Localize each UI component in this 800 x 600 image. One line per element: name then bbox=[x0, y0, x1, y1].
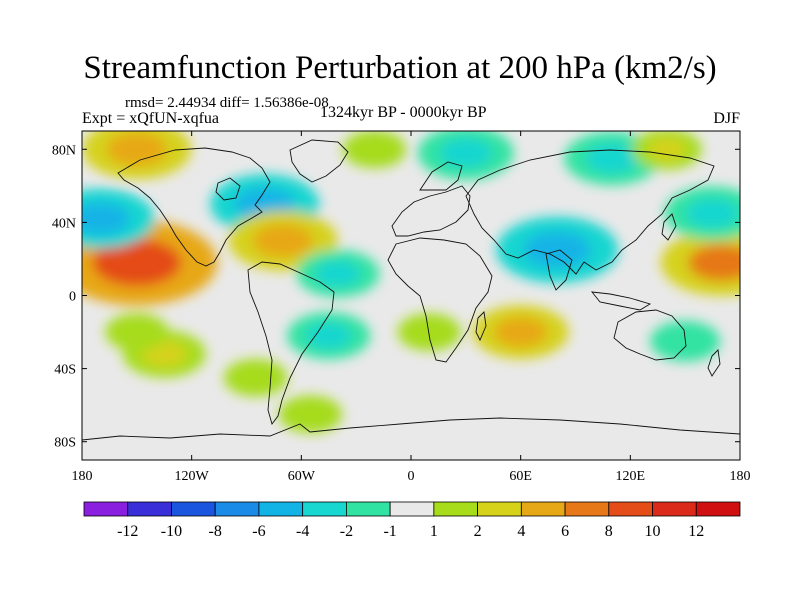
x-tick-label-1: 120W bbox=[175, 469, 210, 484]
contour-feature-14-1 bbox=[523, 231, 591, 269]
colorbar-label-3: -6 bbox=[252, 523, 265, 540]
coast-india bbox=[545, 249, 573, 291]
coast-madagascar bbox=[475, 311, 487, 342]
coast-japan bbox=[661, 213, 677, 241]
y-tick-label-1: 40N bbox=[52, 216, 76, 231]
colorbar-label-7: 1 bbox=[430, 523, 438, 540]
colorbar-label-4: -4 bbox=[296, 523, 309, 540]
contour-feature-12-1 bbox=[439, 138, 493, 168]
colorbar-swatch-7 bbox=[389, 501, 435, 517]
colorbar-swatch-6 bbox=[345, 501, 391, 517]
colorbar-swatch-1 bbox=[127, 501, 172, 517]
y-tick-label-4: 80S bbox=[54, 436, 76, 451]
experiment-label: Expt = xQfUN-xqfua bbox=[82, 110, 219, 127]
coast-indonesia bbox=[590, 291, 652, 311]
contour-feature-1-1 bbox=[82, 202, 131, 236]
colorbar-label-2: -8 bbox=[209, 523, 222, 540]
colorbar-swatch-11 bbox=[564, 501, 610, 517]
colorbar-swatch-9 bbox=[477, 501, 522, 517]
contour-feature-10-1 bbox=[238, 367, 274, 389]
period-label: 1324kyr BP - 0000kyr BP bbox=[320, 104, 487, 121]
colorbar-label-5: -2 bbox=[340, 523, 353, 540]
colorbar-label-12: 10 bbox=[645, 523, 661, 540]
contour-feature-13-1 bbox=[585, 143, 639, 174]
colorbar-swatch-10 bbox=[520, 501, 566, 517]
contour-feature-18-1 bbox=[688, 244, 740, 281]
colorbar-label-13: 12 bbox=[688, 523, 704, 540]
x-tick-label-0: 180 bbox=[72, 469, 93, 484]
colorbar-label-0: -12 bbox=[117, 523, 138, 540]
colorbar-swatch-14 bbox=[695, 501, 741, 517]
colorbar-swatch-3 bbox=[214, 501, 260, 517]
coast-antarctica bbox=[82, 417, 740, 441]
coast-north-america bbox=[117, 147, 271, 267]
y-tick-label-0: 80N bbox=[52, 143, 76, 158]
contour-feature-19-1 bbox=[686, 198, 739, 228]
y-tick-label-2: 0 bbox=[69, 290, 76, 305]
x-tick-label-5: 120E bbox=[616, 469, 646, 484]
contour-feature-0-1 bbox=[92, 239, 182, 287]
coast-new-zealand bbox=[707, 349, 721, 377]
contour-feature-5-1 bbox=[253, 224, 314, 258]
x-tick-label-6: 180 bbox=[730, 469, 751, 484]
season-label: DJF bbox=[713, 110, 740, 127]
colorbar-swatch-5 bbox=[302, 501, 347, 517]
x-tick-label-2: 60W bbox=[288, 469, 316, 484]
contour-feature-16-1 bbox=[411, 321, 447, 343]
colorbar-swatch-13 bbox=[652, 501, 697, 517]
colorbar-label-6: -1 bbox=[383, 523, 396, 540]
contour-feature-4-1 bbox=[356, 138, 392, 160]
x-tick-label-4: 60E bbox=[509, 469, 532, 484]
contour-feature-6-1 bbox=[315, 260, 361, 287]
coast-africa bbox=[387, 237, 493, 363]
contour-feature-11-1 bbox=[293, 403, 328, 425]
contour-feature-7-1 bbox=[305, 322, 352, 349]
x-tick-label-3: 0 bbox=[408, 469, 415, 484]
coast-scandinavia bbox=[419, 161, 463, 191]
colorbar-label-11: 8 bbox=[605, 523, 613, 540]
colorbar-swatch-12 bbox=[608, 501, 653, 517]
colorbar-label-8: 2 bbox=[474, 523, 482, 540]
rmsd-stats: rmsd= 2.44934 diff= 1.56386e-08 bbox=[125, 95, 329, 111]
colorbar-swatch-4 bbox=[258, 501, 304, 517]
colorbar-swatch-2 bbox=[171, 501, 216, 517]
colorbar-label-1: -10 bbox=[161, 523, 182, 540]
contour-feature-2-1 bbox=[106, 132, 167, 166]
contour-feature-15-1 bbox=[494, 317, 548, 347]
coast-hudson-bay bbox=[215, 177, 241, 201]
map-background bbox=[82, 131, 740, 460]
coast-south-america bbox=[247, 261, 335, 425]
chart-title: Streamfunction Perturbation at 200 hPa (… bbox=[83, 50, 717, 86]
colorbar-swatch-8 bbox=[433, 501, 479, 517]
contour-feature-17-1 bbox=[647, 138, 687, 161]
colorbar-label-9: 4 bbox=[517, 523, 525, 540]
coast-greenland bbox=[289, 139, 349, 183]
contour-feature-9-1 bbox=[119, 321, 155, 343]
coast-asia bbox=[465, 149, 715, 275]
colorbar-label-10: 6 bbox=[561, 523, 569, 540]
coast-australia bbox=[613, 309, 687, 361]
y-tick-label-3: 40S bbox=[54, 363, 76, 378]
colorbar-swatch-0 bbox=[83, 501, 129, 517]
